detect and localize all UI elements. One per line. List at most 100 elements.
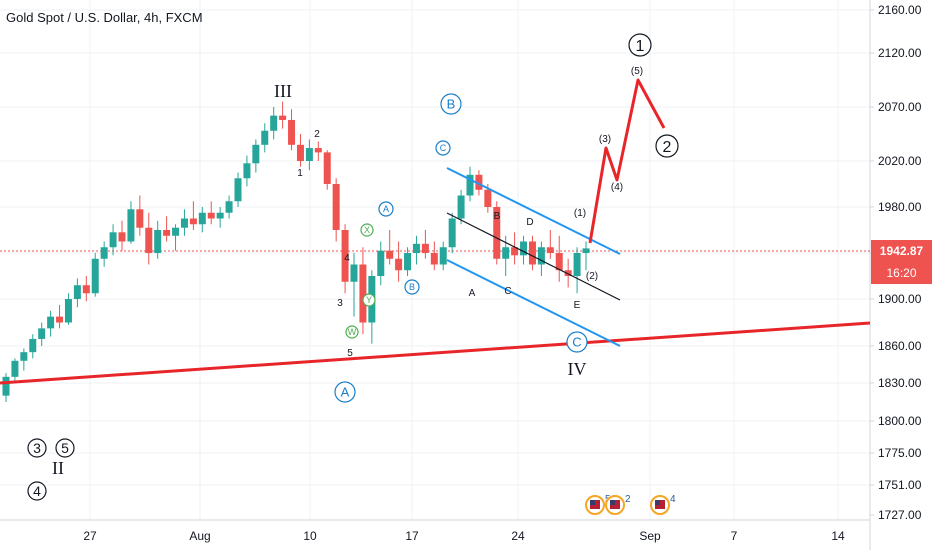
event-flag-icon[interactable]: 2 [605,494,631,515]
svg-text:A: A [341,385,350,400]
candle [29,334,37,359]
candle [261,123,269,153]
wave-label-big3: 3 [27,438,47,458]
svg-text:B: B [409,282,415,292]
price-tick-label: 1751.00 [878,478,922,492]
candle [198,207,206,233]
svg-text:A: A [383,204,389,214]
svg-text:C: C [572,335,581,350]
candle [386,230,394,265]
event-flag-icon[interactable]: 4 [650,494,676,515]
candle [2,373,10,402]
svg-text:4: 4 [33,483,41,499]
candle [234,172,242,207]
candle [430,241,438,271]
wave-label-IV: IV [568,359,587,379]
price-tick-label: 1775.00 [878,446,922,460]
candle [47,310,55,337]
channel-lower-line[interactable] [446,259,621,347]
time-tick-label: 27 [83,529,97,543]
candle [20,348,28,371]
price-tick-label: 2070.00 [878,100,922,114]
svg-text:C: C [440,143,447,153]
wave-label-big4: 4 [27,481,47,501]
price-tick-label: 1900.00 [878,292,922,306]
candle [163,216,171,242]
time-tick-label: 7 [731,529,738,543]
wave-label-C: C [504,286,511,297]
candle [207,201,215,225]
wave-label-p3: (3) [599,134,611,145]
candle [56,304,64,329]
event-count-label: 4 [670,494,676,505]
candle [582,241,590,271]
chart-title: Gold Spot / U.S. Dollar, 4h, FXCM [6,10,203,25]
wave-label-big1: 1 [628,33,652,57]
candle [11,358,19,383]
candles [2,101,590,402]
wave-label-sc: C [435,140,451,156]
channel-mid-line[interactable] [446,212,621,301]
candle [243,155,251,187]
candle [412,235,420,265]
event-count-label: 2 [625,494,631,505]
candle [573,247,581,294]
time-tick-label: 14 [831,529,845,543]
wave-label-cb: B [440,93,462,115]
wave-label-y: Y [362,293,376,307]
price-tick-label: 2120.00 [878,46,922,60]
price-tick-label: 1830.00 [878,376,922,390]
candle [189,201,197,230]
wave-label-A: A [469,288,476,299]
time-tick-label: 10 [303,529,317,543]
wave-label-B: B [494,211,501,222]
candle [537,241,545,276]
candle [341,224,349,294]
candle [73,278,81,308]
countdown-tag: 16:20 [871,262,932,284]
wave-label-n5: 5 [347,348,353,359]
candle [91,253,99,297]
candle [323,150,331,190]
time-tick-label: 24 [511,529,525,543]
candle [448,212,456,253]
candle [439,241,447,271]
candle [64,293,72,325]
candle [457,189,465,225]
time-tick-label: 17 [405,529,419,543]
economic-events[interactable]: 524 [585,494,676,515]
wave-label-E: E [574,300,581,311]
svg-text:2: 2 [663,139,672,156]
wave-label-III: III [274,81,292,101]
candle [127,201,135,244]
candle [466,166,474,202]
candle [359,247,367,335]
time-tick-label: Sep [639,529,661,543]
wave-label-w: W [345,325,359,339]
candle [216,207,224,228]
wave-label-n1: 1 [297,168,303,179]
wave-label-n4: 4 [344,253,350,264]
candle [511,232,519,265]
last-price-tag: 1942.87 [871,240,932,262]
wave-label-n3: 3 [337,298,343,309]
candle [377,241,385,286]
candle [520,235,528,265]
candle [493,201,501,265]
time-axis[interactable]: 27 Aug 10 17 24 Sep 7 14 [0,519,870,543]
support-trendline[interactable] [0,321,871,385]
candle [404,247,412,276]
candle [145,212,153,265]
wave-label-x: X [360,223,374,237]
svg-text:5: 5 [61,440,69,456]
candle [180,209,188,236]
svg-text:Y: Y [366,295,372,305]
projected-wave-path[interactable] [588,78,666,244]
candle [136,195,144,236]
candle [368,270,376,344]
wave-label-II: II [52,458,64,478]
candle [109,224,117,256]
svg-text:B: B [447,97,456,112]
candle [225,195,233,219]
